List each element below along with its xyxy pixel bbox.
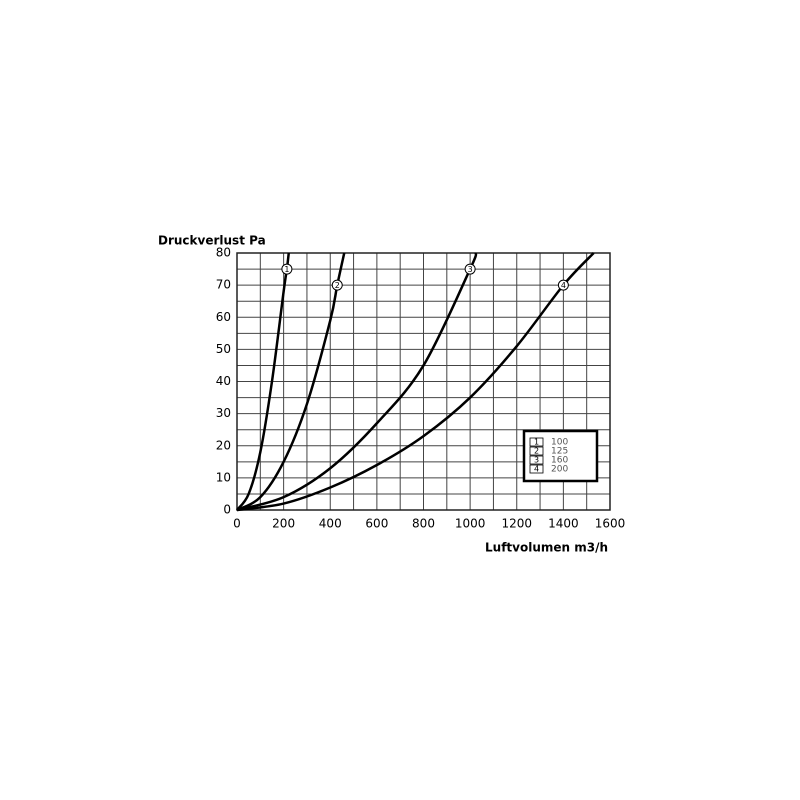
legend-number: 1 xyxy=(534,438,539,447)
x-tick-label: 800 xyxy=(412,517,435,531)
curve-label: 4 xyxy=(561,281,566,290)
y-axis-title: Druckverlust Pa xyxy=(158,234,266,248)
x-tick-label: 200 xyxy=(272,517,295,531)
legend-label: 100 xyxy=(551,438,568,448)
y-tick-label: 0 xyxy=(223,503,231,517)
legend-number: 3 xyxy=(534,456,539,465)
x-tick-label: 400 xyxy=(319,517,342,531)
y-tick-label: 40 xyxy=(216,374,231,388)
curve-marker xyxy=(331,279,343,291)
x-tick-label: 1000 xyxy=(455,517,486,531)
x-tick-label: 1400 xyxy=(548,517,579,531)
legend-label: 125 xyxy=(551,447,568,457)
y-tick-label: 70 xyxy=(216,278,231,292)
curve-label: 3 xyxy=(468,265,473,274)
curve-marker xyxy=(281,263,293,275)
legend-swatch xyxy=(529,464,544,474)
x-axis-title: Luftvolumen m3/h xyxy=(485,541,608,555)
y-tick-label: 60 xyxy=(216,310,231,324)
legend-swatch xyxy=(529,455,544,465)
legend-number: 2 xyxy=(534,447,539,456)
curve xyxy=(236,252,595,512)
y-tick-label: 20 xyxy=(216,438,231,452)
plot-frame xyxy=(236,252,611,511)
x-tick-label: 1600 xyxy=(595,517,626,531)
curve-label: 1 xyxy=(284,265,289,274)
y-tick-label: 30 xyxy=(216,406,231,420)
curve-marker xyxy=(557,279,569,291)
x-tick-label: 0 xyxy=(233,517,241,531)
legend-swatch xyxy=(529,437,544,447)
y-tick-label: 80 xyxy=(216,246,231,260)
legend-label: 200 xyxy=(551,465,568,475)
legend-swatch xyxy=(529,446,544,456)
y-tick-label: 50 xyxy=(216,342,231,356)
y-tick-label: 10 xyxy=(216,470,231,484)
legend-label: 160 xyxy=(551,456,568,466)
x-tick-label: 1200 xyxy=(501,517,532,531)
legend-number: 4 xyxy=(534,465,539,474)
curve-marker xyxy=(464,263,476,275)
curve-label: 2 xyxy=(335,281,340,290)
x-tick-label: 600 xyxy=(365,517,388,531)
